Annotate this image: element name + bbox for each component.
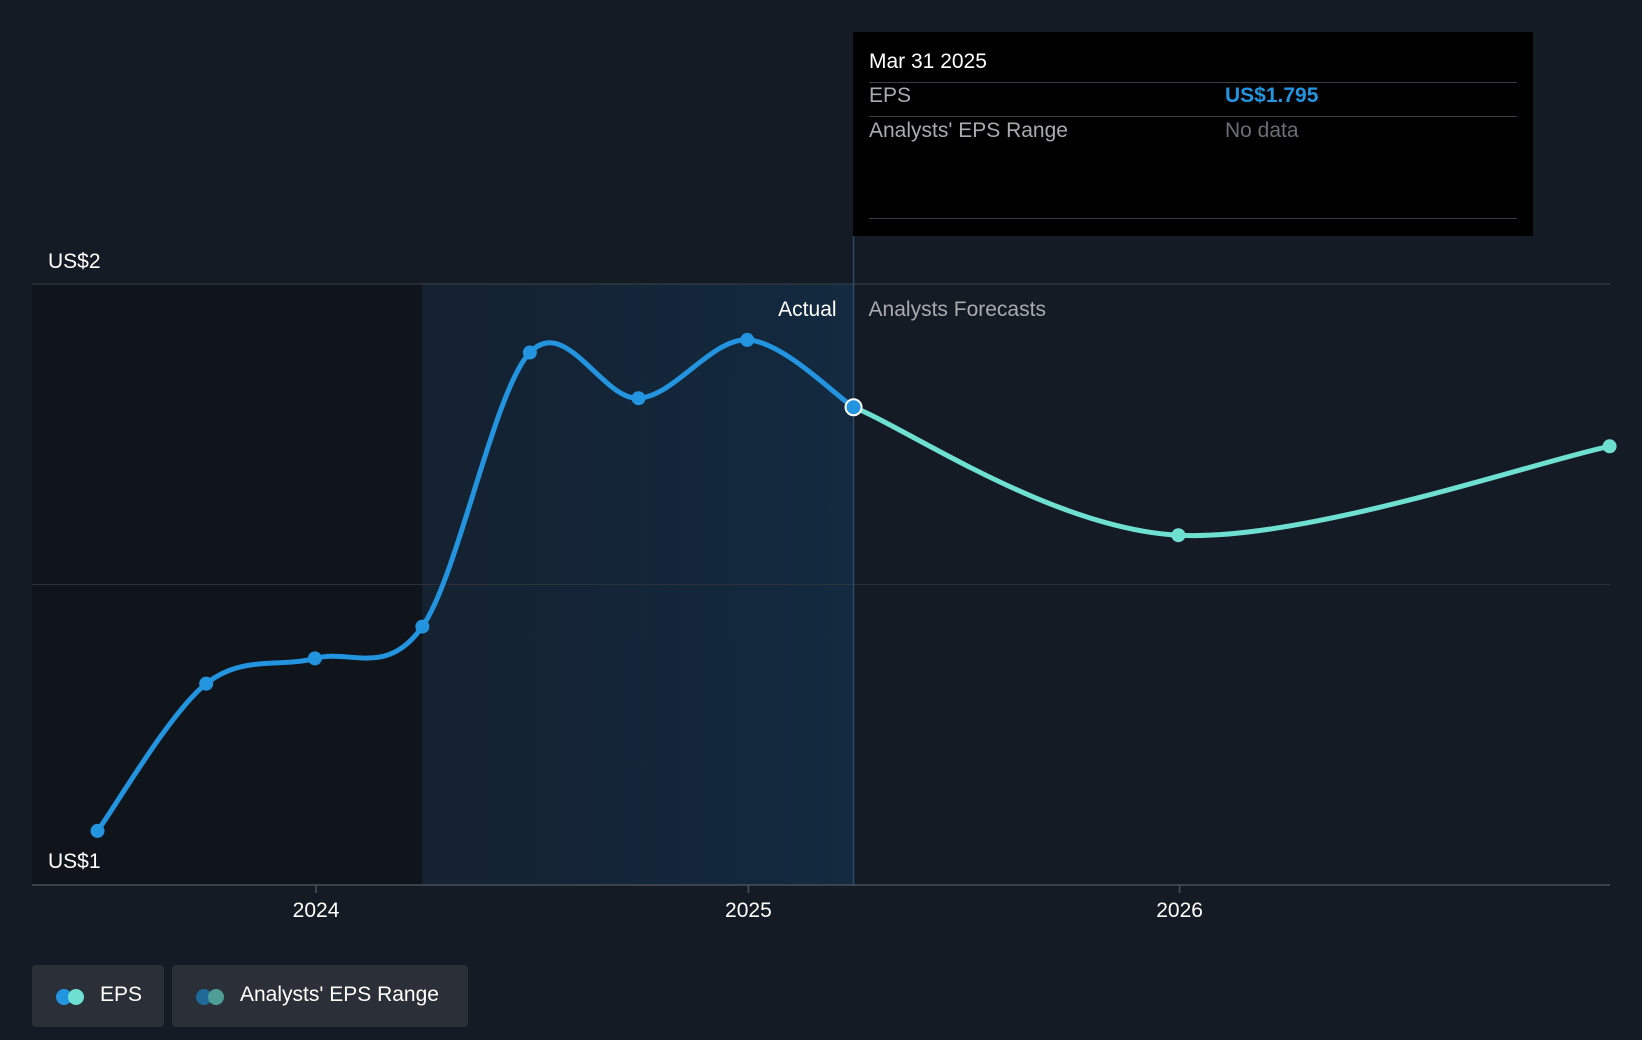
legend-item-eps-range[interactable]: Analysts' EPS Range bbox=[172, 965, 468, 1027]
eps-data-point[interactable] bbox=[307, 651, 322, 666]
tooltip-range-value: No data bbox=[1225, 119, 1299, 142]
eps-data-point[interactable] bbox=[90, 823, 105, 838]
eps-data-point[interactable] bbox=[1171, 528, 1186, 543]
eps-data-point[interactable] bbox=[740, 332, 755, 347]
forecast-region-label: Analysts Forecasts bbox=[869, 298, 1046, 321]
eps-data-point[interactable] bbox=[631, 391, 646, 406]
tooltip-panel: Mar 31 2025 EPS US$1.795 Analysts' EPS R… bbox=[853, 32, 1533, 236]
legend-eps-dot-forecast bbox=[68, 989, 84, 1005]
tooltip-divider bbox=[869, 218, 1517, 219]
legend-range-label: Analysts' EPS Range bbox=[240, 983, 439, 1006]
actual-region-label: Actual bbox=[778, 298, 836, 321]
eps-data-point[interactable] bbox=[199, 676, 214, 691]
tooltip-divider bbox=[869, 82, 1517, 83]
legend-range-dot-forecast bbox=[208, 989, 224, 1005]
eps-data-point[interactable] bbox=[1602, 439, 1617, 454]
tooltip-eps-label: EPS bbox=[869, 84, 912, 107]
legend-item-eps[interactable]: EPS bbox=[32, 965, 164, 1027]
y-axis-label-bottom: US$1 bbox=[48, 850, 101, 873]
eps-forecast-line bbox=[851, 404, 1613, 539]
tooltip-eps-value: US$1.795 bbox=[1225, 84, 1319, 107]
legend-eps-label: EPS bbox=[100, 983, 143, 1006]
tooltip-range-label: Analysts' EPS Range bbox=[869, 119, 1068, 142]
x-tick-label: 2024 bbox=[293, 899, 340, 922]
eps-data-point[interactable] bbox=[415, 619, 430, 634]
x-tick-label: 2026 bbox=[1156, 899, 1203, 922]
eps-data-point[interactable] bbox=[522, 345, 537, 360]
y-axis-label-top: US$2 bbox=[48, 250, 101, 273]
x-tick-label: 2025 bbox=[725, 899, 772, 922]
eps-actual-line bbox=[95, 337, 857, 834]
eps-highlight-point[interactable] bbox=[844, 398, 863, 417]
tooltip-divider bbox=[869, 116, 1517, 117]
tooltip-date: Mar 31 2025 bbox=[869, 50, 987, 73]
